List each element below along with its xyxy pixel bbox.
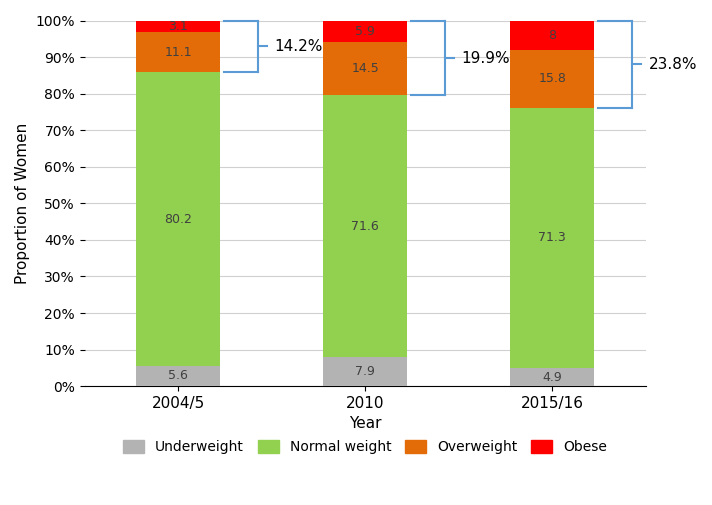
Bar: [511, 108, 595, 368]
Bar: [323, 357, 407, 386]
Bar: [511, 368, 595, 386]
Text: 11.1: 11.1: [164, 45, 192, 59]
Text: 7.9: 7.9: [355, 365, 375, 378]
Text: 8: 8: [548, 29, 556, 41]
Text: 3.1: 3.1: [169, 20, 188, 33]
Text: 71.3: 71.3: [538, 231, 566, 244]
Text: 80.2: 80.2: [164, 213, 192, 226]
Text: 23.8%: 23.8%: [649, 57, 697, 72]
Bar: [511, 50, 595, 108]
Bar: [323, 42, 407, 95]
Bar: [323, 95, 407, 357]
Bar: [136, 366, 220, 386]
Text: 5.6: 5.6: [168, 370, 188, 382]
Legend: Underweight, Normal weight, Overweight, Obese: Underweight, Normal weight, Overweight, …: [117, 434, 613, 460]
Text: 19.9%: 19.9%: [461, 50, 511, 66]
Bar: [136, 72, 220, 366]
Text: 14.2%: 14.2%: [275, 39, 323, 54]
Text: 14.5: 14.5: [352, 63, 379, 75]
Text: 5.9: 5.9: [355, 25, 375, 38]
Bar: [323, 21, 407, 42]
Bar: [136, 32, 220, 72]
X-axis label: Year: Year: [349, 417, 382, 431]
Text: 15.8: 15.8: [538, 72, 566, 85]
Bar: [511, 21, 595, 50]
Bar: [136, 21, 220, 32]
Text: 71.6: 71.6: [352, 220, 379, 233]
Y-axis label: Proportion of Women: Proportion of Women: [15, 123, 30, 284]
Text: 4.9: 4.9: [543, 371, 562, 384]
